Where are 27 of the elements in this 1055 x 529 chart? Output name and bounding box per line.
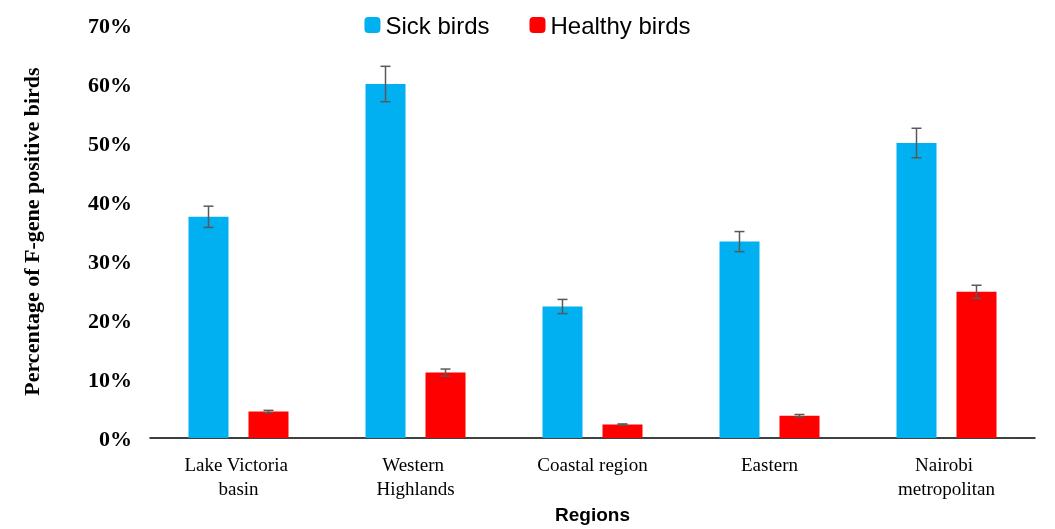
- x-tick-label: Western Highlands: [376, 453, 455, 499]
- y-tick-label: 60%: [88, 71, 132, 97]
- bar: [719, 241, 760, 439]
- legend-label: Healthy birds: [550, 11, 691, 39]
- bar: [896, 143, 937, 439]
- x-tick-label: Lake Victoria basin: [184, 453, 293, 499]
- bar: [365, 84, 406, 439]
- y-tick-label: 30%: [88, 248, 132, 274]
- x-axis-title: Regions: [555, 504, 630, 525]
- y-axis-title: Percentage of F-gene positive birds: [18, 66, 44, 396]
- y-tick-label: 40%: [88, 189, 132, 215]
- bar: [248, 411, 289, 439]
- bar: [602, 424, 643, 439]
- y-tick-label: 50%: [88, 130, 132, 156]
- bar: [779, 415, 820, 439]
- y-tick-label: 0%: [99, 425, 132, 451]
- y-tick-label: 10%: [88, 366, 132, 392]
- y-tick-label: 70%: [88, 12, 132, 38]
- x-tick-label: Nairobi metropolitan: [897, 453, 996, 499]
- legend-label: Sick birds: [385, 11, 490, 39]
- y-tick-label: 20%: [88, 307, 132, 333]
- bar: [542, 306, 583, 439]
- bar: [188, 216, 229, 439]
- x-tick-label: Coastal region: [537, 453, 649, 475]
- bar: [956, 291, 997, 439]
- x-tick-label: Eastern: [741, 453, 799, 475]
- bar: [425, 372, 466, 439]
